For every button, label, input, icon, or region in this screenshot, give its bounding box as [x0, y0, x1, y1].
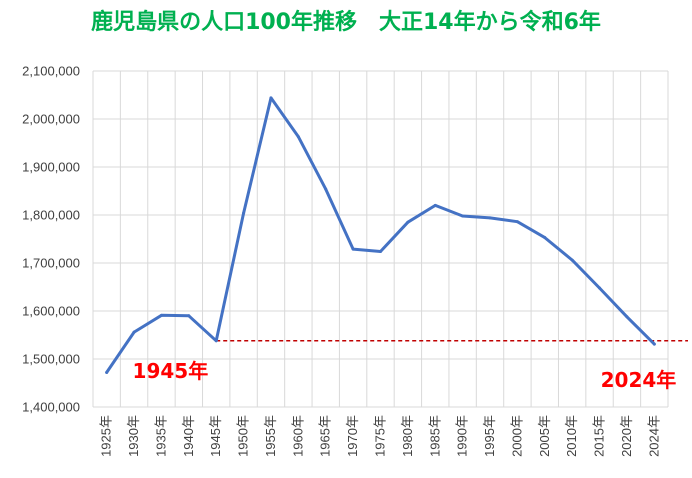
x-tick-label: 1965年 — [318, 415, 333, 457]
data-point — [105, 370, 109, 374]
data-point — [159, 313, 163, 317]
data-point — [625, 315, 629, 319]
y-axis-ticks: 1,400,000 1,500,000 1,600,000 1,700,000 1,80… — [22, 64, 80, 415]
y-tick-label: 1,700,000 — [22, 256, 80, 271]
data-point — [379, 249, 382, 253]
data-point — [351, 247, 355, 251]
x-tick-label: 1935年 — [153, 415, 168, 457]
x-tick-label: 2000年 — [509, 415, 524, 457]
y-tick-label: 1,800,000 — [22, 208, 80, 223]
gridlines — [92, 70, 669, 408]
data-point — [598, 286, 602, 290]
data-point — [214, 339, 218, 343]
data-point — [242, 211, 246, 215]
x-tick-label: 1940年 — [181, 415, 196, 457]
x-tick-label: 2015年 — [592, 415, 607, 457]
x-tick-label: 1950年 — [236, 415, 251, 457]
data-point — [324, 187, 328, 191]
x-tick-label: 1955年 — [263, 415, 278, 457]
annotation-label: 2024年 — [601, 368, 677, 392]
x-tick-label: 1980年 — [400, 415, 415, 457]
y-tick-label: 1,500,000 — [22, 352, 80, 367]
data-point — [515, 220, 519, 224]
data-point — [433, 203, 437, 207]
y-tick-label: 2,100,000 — [22, 64, 80, 79]
y-tick-label: 2,000,000 — [22, 112, 80, 127]
y-tick-label: 1,900,000 — [22, 160, 80, 175]
x-tick-label: 1990年 — [455, 415, 470, 457]
series-line — [105, 96, 656, 374]
chart-title: 鹿児島県の人口100年推移 大正14年から令和6年 — [91, 9, 601, 35]
data-point — [570, 258, 574, 262]
x-tick-label: 1975年 — [373, 415, 388, 457]
x-tick-label: 2024年 — [646, 415, 661, 457]
x-tick-label: 1945年 — [208, 415, 223, 457]
data-point — [652, 342, 656, 346]
annotations: 1945年 2024年 — [133, 359, 677, 392]
x-tick-label: 1985年 — [427, 415, 442, 457]
x-tick-label: 2010年 — [564, 415, 579, 457]
data-point — [296, 135, 300, 139]
x-tick-label: 1930年 — [126, 415, 141, 457]
data-point — [543, 236, 547, 240]
x-tick-label: 1960年 — [290, 415, 305, 457]
x-tick-label: 1970年 — [345, 415, 360, 457]
data-point — [269, 96, 273, 100]
x-tick-label: 1995年 — [482, 415, 497, 457]
series-layer — [105, 96, 656, 374]
x-tick-label: 1925年 — [99, 415, 114, 457]
data-point — [132, 330, 136, 334]
data-point — [488, 216, 492, 220]
data-point — [406, 220, 410, 224]
data-point — [461, 214, 465, 218]
x-tick-label: 2005年 — [537, 415, 552, 457]
data-point — [187, 314, 191, 318]
x-tick-label: 2020年 — [619, 415, 634, 457]
annotation-label: 1945年 — [133, 359, 209, 383]
y-tick-label: 1,400,000 — [22, 400, 80, 415]
x-axis-ticks: 1925年 1930年 1935年 1940年 1945年 1950年 1955年 1960年… — [99, 415, 662, 457]
y-tick-label: 1,600,000 — [22, 304, 80, 319]
